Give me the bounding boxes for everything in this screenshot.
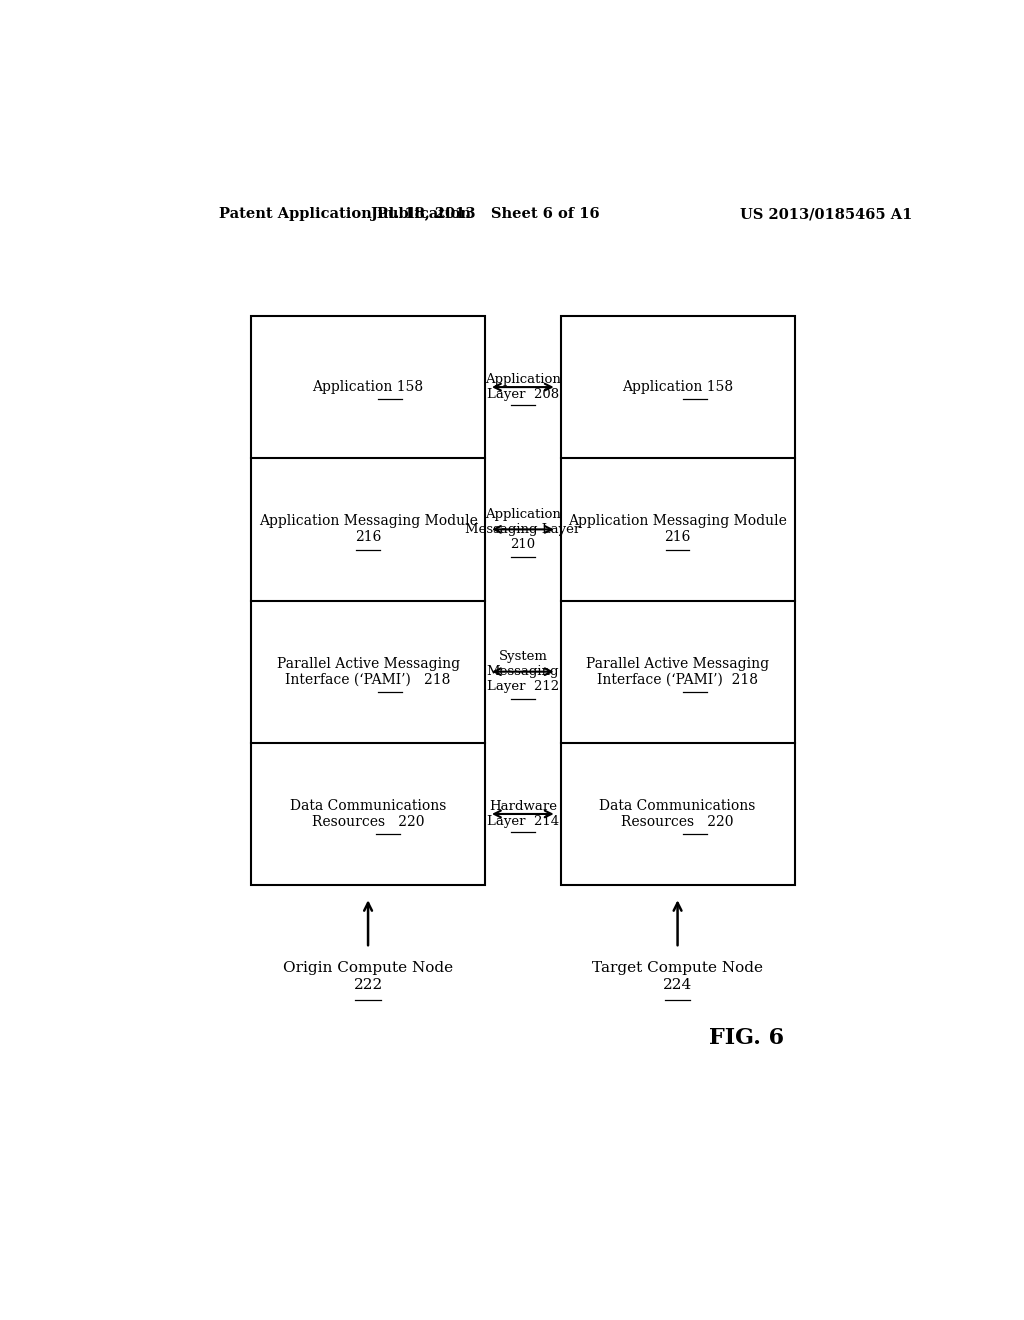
Text: Application Messaging Module
216: Application Messaging Module 216 — [568, 515, 787, 544]
Text: Application 158: Application 158 — [622, 380, 733, 395]
Text: Target Compute Node
224: Target Compute Node 224 — [592, 961, 763, 991]
Bar — [251, 315, 485, 886]
Text: FIG. 6: FIG. 6 — [710, 1027, 784, 1048]
Text: Application 158: Application 158 — [312, 380, 424, 395]
Text: Parallel Active Messaging
Interface (‘PAMI’)   218: Parallel Active Messaging Interface (‘PA… — [276, 656, 460, 686]
Text: Application Messaging Module
216: Application Messaging Module 216 — [259, 515, 477, 544]
Bar — [560, 315, 795, 886]
Text: Data Communications
Resources   220: Data Communications Resources 220 — [290, 799, 446, 829]
Text: Origin Compute Node
222: Origin Compute Node 222 — [283, 961, 454, 991]
Text: Jul. 18, 2013   Sheet 6 of 16: Jul. 18, 2013 Sheet 6 of 16 — [371, 207, 599, 222]
Text: Data Communications
Resources   220: Data Communications Resources 220 — [599, 799, 756, 829]
Text: Application
Layer  208: Application Layer 208 — [485, 374, 561, 401]
Text: Application
Messaging Layer
210: Application Messaging Layer 210 — [465, 508, 581, 550]
Text: US 2013/0185465 A1: US 2013/0185465 A1 — [740, 207, 912, 222]
Text: Patent Application Publication: Patent Application Publication — [219, 207, 471, 222]
Text: System
Messaging
Layer  212: System Messaging Layer 212 — [486, 651, 559, 693]
Text: Hardware
Layer  214: Hardware Layer 214 — [486, 800, 559, 828]
Text: Parallel Active Messaging
Interface (‘PAMI’)  218: Parallel Active Messaging Interface (‘PA… — [586, 656, 769, 686]
